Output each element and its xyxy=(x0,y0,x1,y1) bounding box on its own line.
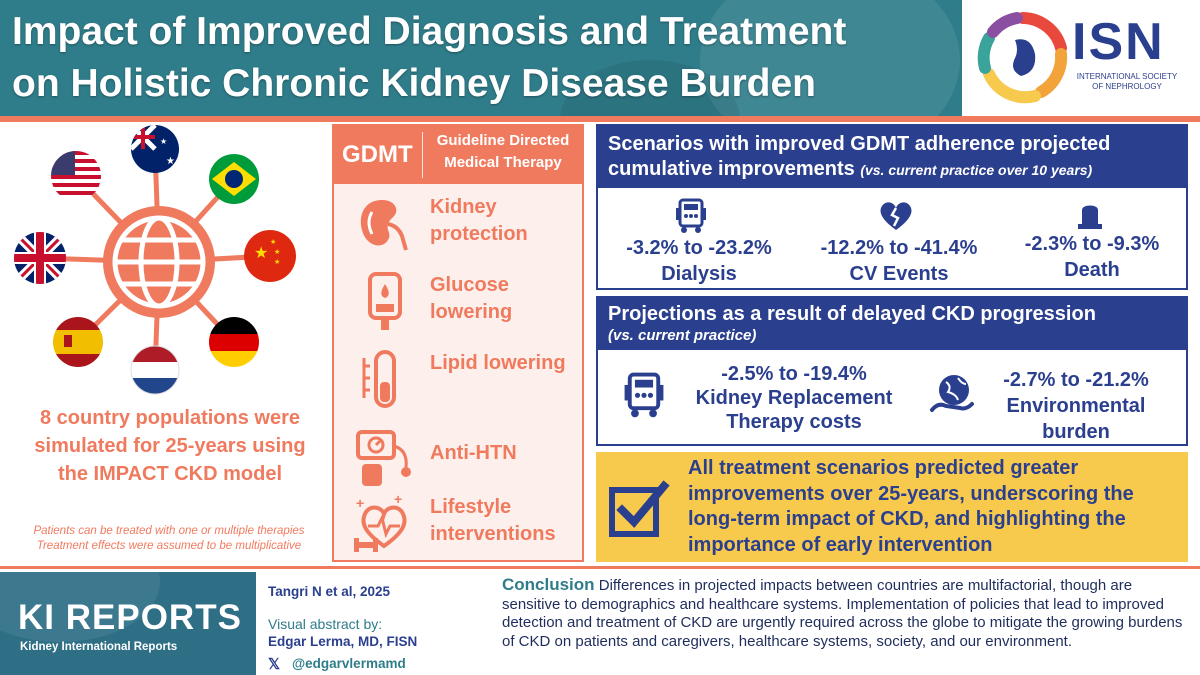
isn-logo-icon xyxy=(977,12,1068,104)
cv-events-label: CV Events xyxy=(849,263,949,285)
conclusion-label: Conclusion xyxy=(502,576,595,594)
gdmt-label-glucose: Glucose lowering xyxy=(430,274,513,323)
title-line-2: on Holistic Chronic Kidney Disease Burde… xyxy=(12,62,816,105)
gdmt-panel: GDMT Guideline Directed Medical Therapy … xyxy=(332,124,584,562)
krt-costs-label-2: Therapy costs xyxy=(726,411,862,433)
svg-text:★: ★ xyxy=(274,258,280,266)
journal-subtitle: Kidney International Reports xyxy=(20,641,178,653)
uk-flag-icon xyxy=(14,232,66,284)
header-decoration xyxy=(700,0,960,116)
checkbox-icon xyxy=(609,480,670,537)
country-network-graphic: ★ ★ ★ ★ ★ ★ xyxy=(14,125,296,395)
gdmt-label-lipid: Lipid lowering xyxy=(430,352,566,374)
summary-box xyxy=(596,452,1188,562)
gdmt-abbreviation: GDMT xyxy=(342,141,413,168)
heading-note: (vs. current practice) xyxy=(608,327,757,344)
abstract-author: Edgar Lerma, MD, FISN xyxy=(268,634,418,649)
globe-icon xyxy=(103,206,215,318)
svg-text:★: ★ xyxy=(274,248,280,256)
heading-line-2: cumulative improvements (vs. current pra… xyxy=(608,157,1176,183)
isn-logo-text: ISN xyxy=(1072,13,1165,71)
us-flag-icon xyxy=(51,151,101,201)
x-logo-icon: 𝕏 xyxy=(268,656,281,673)
gdmt-label-kidney: Kidney protection xyxy=(430,196,528,245)
germany-flag-icon xyxy=(209,317,259,367)
dialysis-machine-icon xyxy=(676,198,706,233)
svg-text:★: ★ xyxy=(270,238,276,246)
svg-text:★: ★ xyxy=(254,245,268,262)
conclusion-text: Differences in projected impacts between… xyxy=(502,577,1183,650)
social-handle[interactable]: @edgarvlermamd xyxy=(292,656,406,671)
heading-text: Projections as a result of delayed CKD p… xyxy=(608,303,1096,325)
simulation-summary: 8 country populations were simulated for… xyxy=(34,407,306,485)
gdmt-label-lifestyle: Lifestyle interventions xyxy=(430,496,556,545)
netherlands-flag-icon xyxy=(130,345,180,395)
ki-reports-logo: KI REPORTS Kidney International Reports xyxy=(0,572,256,675)
gdmt-adherence-heading: Scenarios with improved GDMT adherence p… xyxy=(598,126,1186,188)
svg-text:+: + xyxy=(394,492,402,507)
heading-line-2-text: cumulative improvements xyxy=(608,158,855,180)
china-flag-icon: ★ ★ ★ ★ xyxy=(244,230,296,282)
kidney-icon xyxy=(360,200,408,251)
journal-title: KI REPORTS xyxy=(18,598,242,637)
delayed-progression-heading: Projections as a result of delayed CKD p… xyxy=(598,298,1186,350)
gdmt-item-kidney: Kidney protection xyxy=(334,188,582,260)
brazil-flag-icon xyxy=(209,154,259,204)
footer-divider xyxy=(0,566,1200,569)
australia-flag-icon: ★ ★ xyxy=(131,125,179,173)
heading-note: (vs. current practice over 10 years) xyxy=(860,162,1093,178)
dialysis-machine-icon xyxy=(624,372,664,418)
svg-text:★: ★ xyxy=(166,156,175,167)
page-title: Impact of Improved Diagnosis and Treatme… xyxy=(12,6,952,110)
environmental-label-1: Environmental xyxy=(1006,395,1146,417)
tombstone-icon xyxy=(1078,205,1102,229)
gdmt-item-lifestyle: + + Lifestyle interventions xyxy=(334,488,582,560)
citation: Tangri N et al, 2025 xyxy=(268,584,391,599)
death-range: -2.3% to -9.3% xyxy=(1024,233,1160,255)
heading-line-1: Scenarios with improved GDMT adherence p… xyxy=(608,133,1111,155)
environmental-range: -2.7% to -21.2% xyxy=(1003,369,1149,391)
cv-events-range: -12.2% to -41.4% xyxy=(820,237,978,259)
svg-text:+: + xyxy=(356,495,364,511)
simulation-note: Patients can be treated with one or mult… xyxy=(10,524,328,554)
summary-text: All treatment scenarios predicted greate… xyxy=(688,457,1134,556)
krt-costs-range: -2.5% to -19.4% xyxy=(721,363,867,385)
gdmt-divider xyxy=(422,132,423,178)
visual-abstract-by: Visual abstract by: xyxy=(268,616,383,632)
isn-logo-subtitle: INTERNATIONAL SOCIETY OF NEPHROLOGY xyxy=(1076,72,1178,91)
header-stripe xyxy=(0,116,1200,122)
dialysis-label: Dialysis xyxy=(661,263,737,285)
spain-flag-icon xyxy=(53,317,103,367)
delayed-progression-panel: Projections as a result of delayed CKD p… xyxy=(596,296,1188,446)
dialysis-range: -3.2% to -23.2% xyxy=(626,237,772,259)
gdmt-item-lipid: Lipid lowering xyxy=(334,344,582,416)
gdmt-full-name: Guideline Directed Medical Therapy xyxy=(436,132,570,171)
gdmt-label-antihtn: Anti-HTN xyxy=(430,442,517,464)
test-tube-icon xyxy=(362,350,396,408)
gdmt-item-antihtn: Anti-HTN xyxy=(334,422,582,494)
gdmt-adherence-panel: Scenarios with improved GDMT adherence p… xyxy=(596,124,1188,290)
krt-costs-label-1: Kidney Replacement xyxy=(695,387,893,409)
broken-heart-icon xyxy=(880,202,912,230)
gdmt-item-glucose: Glucose lowering xyxy=(334,266,582,338)
blood-pressure-icon xyxy=(356,430,411,486)
svg-text:★: ★ xyxy=(160,137,167,146)
glucose-meter-icon xyxy=(368,272,402,330)
environmental-label-2: burden xyxy=(1042,421,1110,443)
gdmt-header: GDMT Guideline Directed Medical Therapy xyxy=(334,126,582,184)
conclusion-paragraph: Conclusion Differences in projected impa… xyxy=(502,576,1194,675)
note-line-1: Patients can be treated with one or mult… xyxy=(33,525,305,537)
title-line-1: Impact of Improved Diagnosis and Treatme… xyxy=(12,10,847,53)
note-line-2: Treatment effects were assumed to be mul… xyxy=(36,540,302,552)
death-label: Death xyxy=(1064,259,1120,281)
globe-hand-icon xyxy=(930,375,974,412)
fitness-heart-icon: + + xyxy=(354,492,407,552)
